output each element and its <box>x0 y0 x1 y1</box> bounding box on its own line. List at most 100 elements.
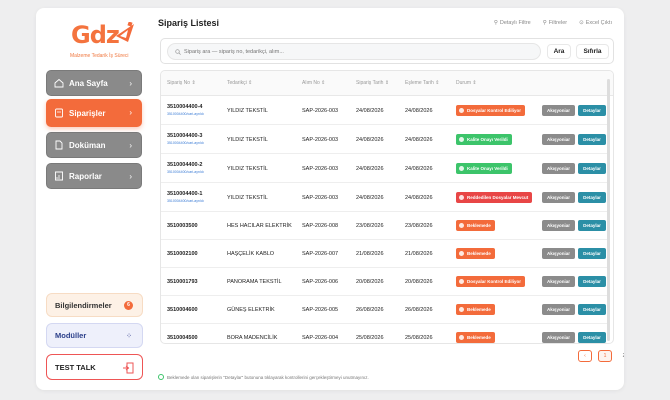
match-date: 20/08/2026 <box>405 279 433 285</box>
order-date: 24/08/2026 <box>356 108 384 114</box>
column-header[interactable]: Sipariş Tarih ⇕ <box>356 80 389 86</box>
brand-logo[interactable]: Gdz Malzeme Tedarik İş Süreci <box>70 20 150 62</box>
alim-no: SAP-2026-003 <box>302 137 339 143</box>
action-button[interactable]: Akışyoniar <box>542 304 575 315</box>
table-row[interactable]: 3510004400-4 3510004400/cari-ayrıldı YILDI… <box>161 96 607 125</box>
column-header-label: Sipariş No <box>167 80 191 86</box>
pagination-page-2[interactable]: 2 <box>618 350 624 362</box>
pagination-page-1[interactable]: 1 <box>598 350 612 362</box>
column-header[interactable]: Eşleme Tarih ⇕ <box>405 80 439 86</box>
order-code: 3510001793 <box>167 279 198 285</box>
column-header-label: Alım No <box>302 80 320 86</box>
sidebar-item-label: Siparişler <box>69 108 106 118</box>
details-button[interactable]: Detaylar <box>578 163 606 174</box>
action-button[interactable]: Akışyoniar <box>542 332 575 343</box>
excel-export-link[interactable]: ⊙ Excel Çıktı <box>579 20 612 26</box>
logo-subtitle: Malzeme Tedarik İş Süreci <box>70 53 129 59</box>
search-field[interactable] <box>167 43 541 60</box>
pagination-prev[interactable]: ‹ <box>578 350 592 362</box>
notifications-card[interactable]: Bilgilendirmeler 6 <box>46 293 143 317</box>
action-button[interactable]: Akışyoniar <box>542 276 575 287</box>
details-button[interactable]: Detaylar <box>578 304 606 315</box>
footer-note-text: Beklemede olan siparişlerin "Detaylar" b… <box>167 374 369 380</box>
alim-no: SAP-2026-003 <box>302 108 339 114</box>
action-button[interactable]: Akışyoniar <box>542 163 575 174</box>
header-links: ⚲ Detaylı Filtre ⚲ Filtreler ⊙ Excel Çıktı <box>494 20 612 26</box>
table-row[interactable]: 3510001793 PANORAMA TEKSTİL SAP-2026-006 20… <box>161 268 607 296</box>
status-label: Kalite Onayı Verildi <box>467 166 508 171</box>
status-badge: Beklemede <box>456 220 495 231</box>
supplier: BORA MADENCİLİK <box>227 335 278 341</box>
table-header: Sipariş No ⇕ Tedarikçi ⇕ Alım No ⇕ Sipariş … <box>161 71 613 96</box>
action-button[interactable]: Akışyoniar <box>542 248 575 259</box>
supplier: GÜNEŞ ELEKTRİK <box>227 307 275 313</box>
match-date: 26/08/2026 <box>405 307 433 313</box>
download-icon: ⊙ <box>579 20 584 26</box>
table-row[interactable]: 3510004500 BORA MADENCİLİK SAP-2026-004 25/… <box>161 324 607 343</box>
search-input[interactable] <box>184 48 524 55</box>
table-row[interactable]: 3510004400-1 3510004400/cari-ayrıldı YILDI… <box>161 183 607 212</box>
search-button[interactable]: Ara <box>547 44 571 59</box>
sort-icon: ⇕ <box>321 80 326 86</box>
order-date: 21/08/2026 <box>356 251 384 257</box>
detailed-filter-link[interactable]: ⚲ Detaylı Filtre <box>494 20 531 26</box>
filters-link[interactable]: ⚲ Filtreler <box>543 20 567 26</box>
action-button[interactable]: Akışyoniar <box>542 192 575 203</box>
order-code: 3510004500 <box>167 335 198 341</box>
main-content: Sipariş Listesi ⚲ Detaylı Filtre ⚲ Filtrel… <box>156 8 624 390</box>
supplier: PANORAMA TEKSTİL <box>227 279 282 285</box>
status-badge: Dosyalar Kontrol Ediliyor <box>456 105 526 116</box>
table-row[interactable]: 3510004400-3 3510004400/cari-ayrıldı YILDI… <box>161 125 607 154</box>
order-code: 3510004400-1 <box>167 191 203 197</box>
order-sub-link[interactable]: 3510004400/cari-ayrıldı <box>167 112 204 116</box>
logo-arrow-icon <box>116 22 134 42</box>
modules-card[interactable]: Modüller ⁘ <box>46 323 143 348</box>
orders-icon <box>55 108 63 118</box>
details-button[interactable]: Detaylar <box>578 276 606 287</box>
order-date: 20/08/2026 <box>356 279 384 285</box>
app-window: Gdz Malzeme Tedarik İş Süreci Ana Sayfa ›… <box>36 8 624 390</box>
column-header[interactable]: Alım No ⇕ <box>302 80 325 86</box>
detailed-filter-label: Detaylı Filtre <box>499 20 531 26</box>
action-button[interactable]: Akışyoniar <box>542 220 575 231</box>
column-header[interactable]: Durum ⇕ <box>456 80 477 86</box>
sidebar-item-4[interactable]: Raporlar › <box>46 163 142 189</box>
sidebar-item-3[interactable]: Doküman › <box>46 132 142 158</box>
notifications-badge: 6 <box>124 300 133 310</box>
table-row[interactable]: 3510004400-2 3510004400/cari-ayrıldı YILDI… <box>161 154 607 183</box>
grid-icon: ⁘ <box>126 333 132 340</box>
column-header[interactable]: Sipariş No ⇕ <box>167 80 196 86</box>
column-header-label: Eşleme Tarih <box>405 80 434 86</box>
order-sub-link[interactable]: 3510004400/cari-ayrıldı <box>167 199 204 203</box>
status-icon <box>459 166 464 171</box>
table-scrollbar[interactable] <box>607 79 610 341</box>
order-code: 3510003500 <box>167 223 198 229</box>
match-date: 23/08/2026 <box>405 223 433 229</box>
sidebar-item-1[interactable]: Ana Sayfa › <box>46 70 142 96</box>
sidebar-item-label: Raporlar <box>69 171 102 181</box>
order-sub-link[interactable]: 3510004400/cari-ayrıldı <box>167 141 204 145</box>
details-button[interactable]: Detaylar <box>578 220 606 231</box>
details-button[interactable]: Detaylar <box>578 248 606 259</box>
match-date: 24/08/2026 <box>405 195 433 201</box>
action-button[interactable]: Akışyoniar <box>542 105 575 116</box>
column-header[interactable]: Tedarikçi ⇕ <box>227 80 252 86</box>
details-button[interactable]: Detaylar <box>578 192 606 203</box>
order-date: 24/08/2026 <box>356 137 384 143</box>
reset-button[interactable]: Sıfırla <box>576 44 609 59</box>
status-icon <box>459 279 464 284</box>
table-row[interactable]: 3510004600 GÜNEŞ ELEKTRİK SAP-2026-005 26/0… <box>161 296 607 324</box>
order-code: 3510004600 <box>167 307 198 313</box>
sidebar-item-label: Doküman <box>69 140 106 150</box>
action-button[interactable]: Akışyoniar <box>542 134 575 145</box>
details-button[interactable]: Detaylar <box>578 134 606 145</box>
table-row[interactable]: 3510002100 HAŞÇELİK KABLO SAP-2026-007 21/0… <box>161 240 607 268</box>
details-button[interactable]: Detaylar <box>578 332 606 343</box>
order-sub-link[interactable]: 3510004400/cari-ayrıldı <box>167 170 204 174</box>
supplier: YILDIZ TEKSTİL <box>227 108 268 114</box>
details-button[interactable]: Detaylar <box>578 105 606 116</box>
sidebar-item-2[interactable]: Siparişler › <box>46 99 142 127</box>
table-row[interactable]: 3510003500 HES HACILAR ELEKTRİK SAP-2026-0… <box>161 212 607 240</box>
test-talk-button[interactable]: TEST TALK <box>46 354 143 380</box>
status-icon <box>459 108 464 113</box>
